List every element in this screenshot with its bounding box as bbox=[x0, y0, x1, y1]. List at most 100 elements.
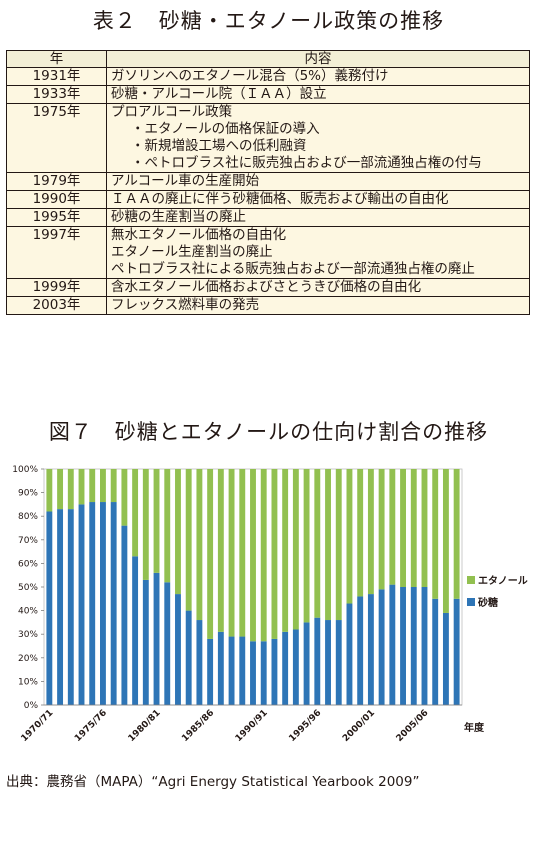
table-row: 1975年 プロアルコール政策 ・エタノールの価格保証の導入 ・新規増設工場への低利融… bbox=[6, 103, 530, 173]
row-content: ＩＡＡの廃止に伴う砂糖価格、販売および輸出の自由化 bbox=[106, 190, 530, 209]
bar-sugar bbox=[89, 502, 96, 705]
row-content-line: ・エタノールの価格保証の導入 bbox=[131, 121, 320, 137]
bar-sugar bbox=[175, 594, 181, 705]
bar-ethanol bbox=[378, 469, 385, 590]
legend-swatch bbox=[467, 576, 475, 584]
row-content-line: フレックス燃料車の発売 bbox=[111, 297, 260, 314]
bar-sugar bbox=[142, 579, 149, 705]
bar-ethanol bbox=[67, 469, 74, 510]
row-content: フレックス燃料車の発売 bbox=[106, 296, 530, 315]
bar-sugar bbox=[357, 596, 364, 705]
bar-sugar bbox=[100, 502, 106, 705]
y-tick-label: 20% bbox=[18, 654, 38, 664]
row-year: 1931年 bbox=[6, 67, 107, 86]
row-content-line: エタノール生産割当の廃止 bbox=[111, 244, 273, 260]
bar-sugar bbox=[132, 556, 139, 705]
bar-ethanol bbox=[367, 469, 374, 595]
bar-ethanol bbox=[250, 469, 256, 642]
legend-label: エタノール bbox=[478, 575, 528, 587]
bar-sugar bbox=[260, 641, 267, 705]
bar-ethanol bbox=[110, 469, 117, 503]
bar-ethanol bbox=[442, 469, 449, 613]
row-content-line: ペトロブラス社による販売独占および一部流通独占権の廃止 bbox=[111, 261, 475, 277]
bar-ethanol bbox=[335, 469, 342, 621]
bar-ethanol bbox=[453, 469, 460, 599]
policy-table: 年 内容 1931年 ガソリンへのエタノール混合（5%）義務付け 1933年 砂糖・ア… bbox=[6, 50, 530, 315]
bar-ethanol bbox=[260, 469, 267, 642]
bar-sugar bbox=[196, 620, 203, 705]
row-content-line: 砂糖・アルコール院（ＩＡＡ）設立 bbox=[111, 86, 327, 103]
table-row: 1933年 砂糖・アルコール院（ＩＡＡ）設立 bbox=[6, 85, 530, 104]
bar-sugar bbox=[250, 641, 256, 705]
bar-ethanol bbox=[164, 469, 171, 583]
bar-ethanol bbox=[357, 469, 364, 597]
row-content-line: アルコール車の生産開始 bbox=[111, 173, 260, 190]
row-year: 1975年 bbox=[6, 103, 107, 173]
y-tick-label: 40% bbox=[18, 607, 38, 617]
x-tick-label: 1975/76 bbox=[73, 708, 109, 744]
bar-ethanol bbox=[57, 469, 64, 510]
header-content: 内容 bbox=[106, 50, 530, 68]
bar-sugar bbox=[228, 636, 235, 705]
row-year: 1979年 bbox=[6, 172, 107, 191]
y-tick-label: 70% bbox=[18, 536, 38, 546]
bar-sugar bbox=[57, 509, 64, 705]
bar-ethanol bbox=[271, 469, 278, 639]
row-year: 1999年 bbox=[6, 278, 107, 297]
row-content: 含水エタノール価格およびさとうきび価格の自由化 bbox=[106, 278, 530, 297]
row-year: 1990年 bbox=[6, 190, 107, 209]
bar-ethanol bbox=[121, 469, 128, 526]
bar-ethanol bbox=[132, 469, 139, 557]
bar-ethanol bbox=[432, 469, 439, 599]
row-year: 1995年 bbox=[6, 208, 107, 227]
bar-ethanol bbox=[228, 469, 235, 637]
y-tick-label: 100% bbox=[12, 465, 38, 475]
x-unit-label: 年度 bbox=[464, 721, 485, 734]
chart-title: 図７ 砂糖とエタノールの仕向け割合の推移 bbox=[48, 420, 489, 444]
x-axis: 1970/71 1975/76 1980/81 1985/86 1990/91 1995/… bbox=[20, 704, 485, 744]
x-tick-label: 1990/91 bbox=[234, 708, 270, 744]
row-content: 砂糖の生産割当の廃止 bbox=[106, 208, 530, 227]
y-tick-label: 90% bbox=[18, 489, 38, 499]
table-row: 1995年 砂糖の生産割当の廃止 bbox=[6, 208, 530, 227]
row-content: 砂糖・アルコール院（ＩＡＡ）設立 bbox=[106, 85, 530, 104]
bar-ethanol bbox=[142, 469, 149, 580]
bar-sugar bbox=[453, 598, 460, 705]
bar-ethanol bbox=[389, 469, 396, 585]
bar-ethanol bbox=[217, 469, 224, 632]
bar-sugar bbox=[217, 631, 224, 705]
table-row: 1990年 ＩＡＡの廃止に伴う砂糖価格、販売および輸出の自由化 bbox=[6, 190, 530, 209]
bar-ethanol bbox=[400, 469, 406, 587]
bar-sugar bbox=[378, 589, 385, 705]
y-tick-label: 30% bbox=[18, 630, 38, 640]
bar-ethanol bbox=[175, 469, 181, 595]
header-year: 年 bbox=[6, 50, 107, 68]
bar-sugar bbox=[164, 582, 171, 705]
row-content-line: 無水エタノール価格の自由化 bbox=[111, 227, 287, 244]
x-tick-label: 1985/86 bbox=[180, 708, 216, 744]
y-tick-label: 80% bbox=[18, 512, 38, 522]
bar-ethanol bbox=[346, 469, 353, 604]
bar-sugar bbox=[78, 504, 85, 705]
legend-label: 砂糖 bbox=[477, 596, 498, 609]
bar-sugar bbox=[335, 620, 342, 705]
row-content-line: 砂糖の生産割当の廃止 bbox=[111, 209, 246, 226]
bar-sugar bbox=[110, 502, 117, 705]
bar-sugar bbox=[367, 594, 374, 705]
table-row: 1999年 含水エタノール価格およびさとうきび価格の自由化 bbox=[6, 278, 530, 297]
y-tick-label: 10% bbox=[18, 677, 38, 687]
bar-sugar bbox=[303, 622, 310, 705]
bar-ethanol bbox=[282, 469, 289, 632]
bar-sugar bbox=[46, 511, 53, 705]
bars bbox=[46, 469, 460, 705]
bar-ethanol bbox=[314, 469, 321, 618]
bar-sugar bbox=[421, 587, 428, 705]
y-tick-label: 50% bbox=[18, 583, 38, 593]
y-tick-label: 0% bbox=[24, 701, 39, 711]
x-tick-label: 1970/71 bbox=[20, 708, 56, 744]
bar-sugar bbox=[346, 603, 353, 705]
bar-sugar bbox=[442, 612, 449, 705]
row-year: 1933年 bbox=[6, 85, 107, 104]
bar-sugar bbox=[410, 587, 417, 705]
